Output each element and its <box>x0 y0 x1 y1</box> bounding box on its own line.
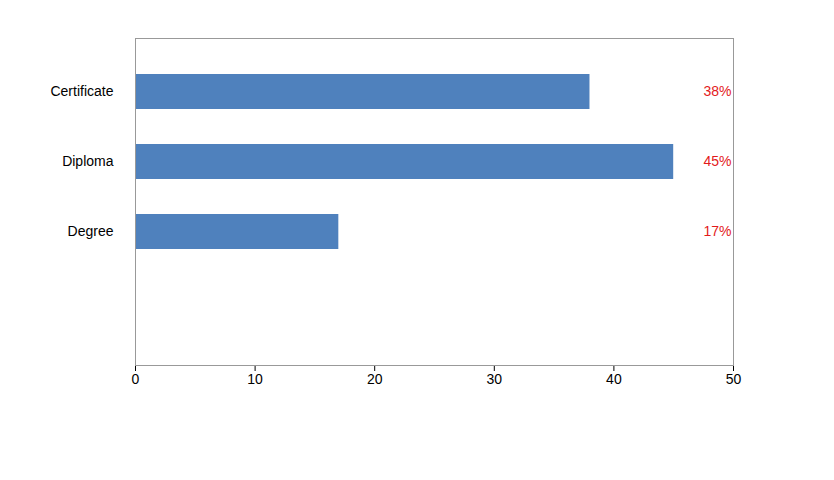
svg-text:30: 30 <box>487 371 503 387</box>
svg-text:40: 40 <box>606 371 622 387</box>
svg-text:10: 10 <box>247 371 263 387</box>
svg-text:Degree: Degree <box>68 223 114 239</box>
svg-text:50: 50 <box>726 371 742 387</box>
svg-text:20: 20 <box>367 371 383 387</box>
svg-text:38%: 38% <box>703 83 731 99</box>
svg-text:45%: 45% <box>703 153 731 169</box>
svg-text:Diploma: Diploma <box>62 153 114 169</box>
svg-text:17%: 17% <box>703 223 731 239</box>
svg-text:Certificate: Certificate <box>50 83 113 99</box>
svg-text:0: 0 <box>132 371 140 387</box>
